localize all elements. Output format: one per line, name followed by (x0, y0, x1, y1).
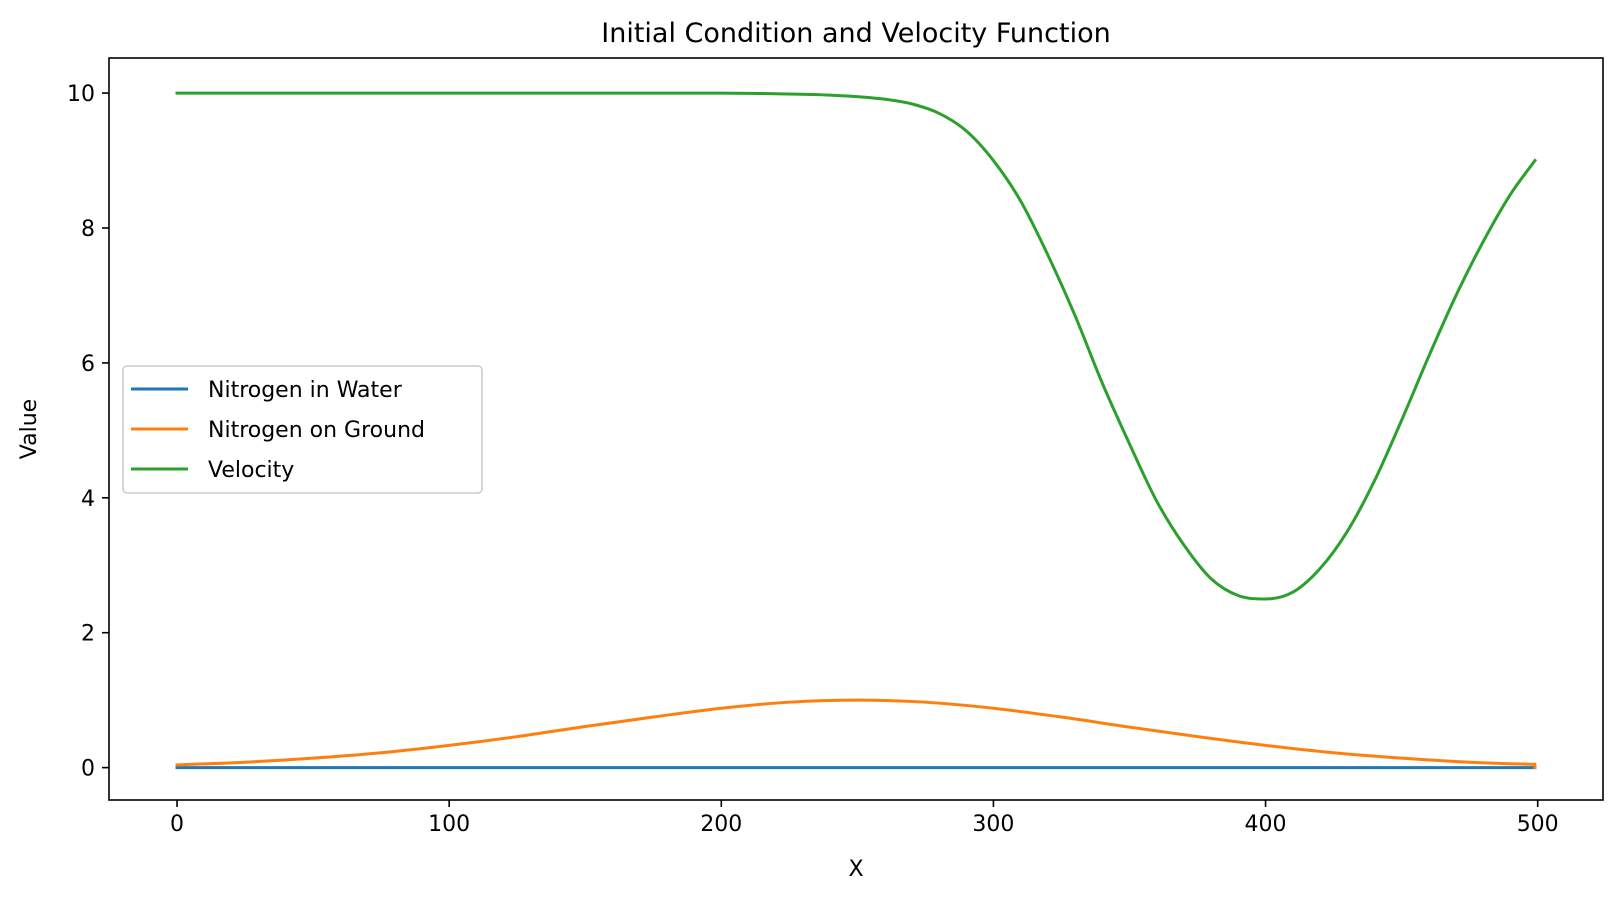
y-tick-label: 10 (67, 82, 95, 107)
x-tick-label: 200 (700, 812, 742, 837)
legend-label-nitrogen-in-water: Nitrogen in Water (208, 378, 403, 403)
legend-label-velocity: Velocity (208, 458, 294, 483)
y-tick-label: 4 (81, 487, 95, 512)
y-tick-label: 6 (81, 352, 95, 377)
legend-box (122, 365, 483, 494)
x-axis-label: X (848, 857, 863, 882)
x-tick-label: 500 (1517, 812, 1559, 837)
series-line-nitrogen-on-ground (175, 698, 1537, 770)
legend: Nitrogen in Water Nitrogen on Ground Veloc… (122, 365, 483, 494)
y-axis-ticks: 0 2 4 6 8 10 (67, 82, 109, 782)
plot-frame (108, 57, 1604, 801)
x-tick-label: 300 (972, 812, 1014, 837)
x-tick-label: 100 (428, 812, 470, 837)
y-tick-label: 2 (81, 622, 95, 647)
x-axis-ticks: 0 100 200 300 400 500 (170, 800, 1559, 837)
legend-label-nitrogen-on-ground: Nitrogen on Ground (208, 418, 425, 443)
x-tick-label: 400 (1245, 812, 1287, 837)
series-layer (175, 91, 1538, 770)
chart-title: Initial Condition and Velocity Function (601, 18, 1110, 49)
y-tick-label: 8 (81, 217, 95, 242)
legend-entries: Nitrogen in Water Nitrogen on Ground Veloc… (131, 378, 425, 483)
y-axis-label: Value (17, 399, 42, 459)
x-tick-label: 0 (170, 812, 184, 837)
y-tick-label: 0 (81, 757, 95, 782)
series-line-velocity (175, 91, 1538, 601)
